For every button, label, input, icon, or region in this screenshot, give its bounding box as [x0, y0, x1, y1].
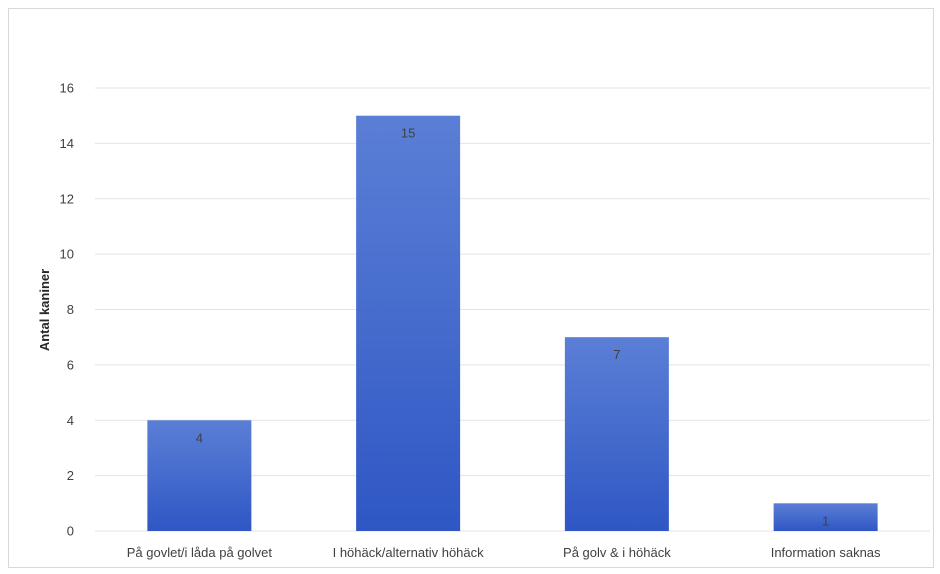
bar-value-label: 1 — [822, 513, 829, 528]
bar — [773, 503, 878, 531]
category-label: Information saknas — [771, 545, 881, 560]
y-tick-label: 8 — [67, 302, 74, 317]
bar-value-label: 7 — [613, 347, 620, 362]
y-axis-label: Antal kaniner — [37, 269, 52, 351]
y-tick-label: 12 — [60, 191, 74, 206]
bar-value-label: 15 — [401, 126, 415, 141]
category-label: På govlet/i låda på golvet — [127, 545, 273, 560]
bars — [147, 115, 878, 531]
y-tick-label: 10 — [60, 247, 74, 262]
category-label: I höhäck/alternativ höhäck — [333, 545, 485, 560]
y-axis-ticks: 0 2 4 6 8 10 12 14 16 — [60, 81, 74, 539]
y-tick-label: 2 — [67, 468, 74, 483]
x-axis-categories: På govlet/i låda på golvet I höhäck/alter… — [127, 545, 881, 560]
bar — [147, 420, 252, 531]
data-labels: 4 15 7 1 — [196, 126, 829, 529]
category-label: På golv & i höhäck — [563, 545, 671, 560]
y-tick-label: 6 — [67, 357, 74, 372]
bar — [356, 115, 461, 531]
bar — [564, 337, 669, 531]
y-tick-label: 16 — [60, 81, 74, 96]
y-tick-label: 4 — [67, 413, 74, 428]
y-tick-label: 14 — [60, 136, 74, 151]
y-tick-label: 0 — [67, 524, 74, 539]
bar-value-label: 4 — [196, 430, 203, 445]
